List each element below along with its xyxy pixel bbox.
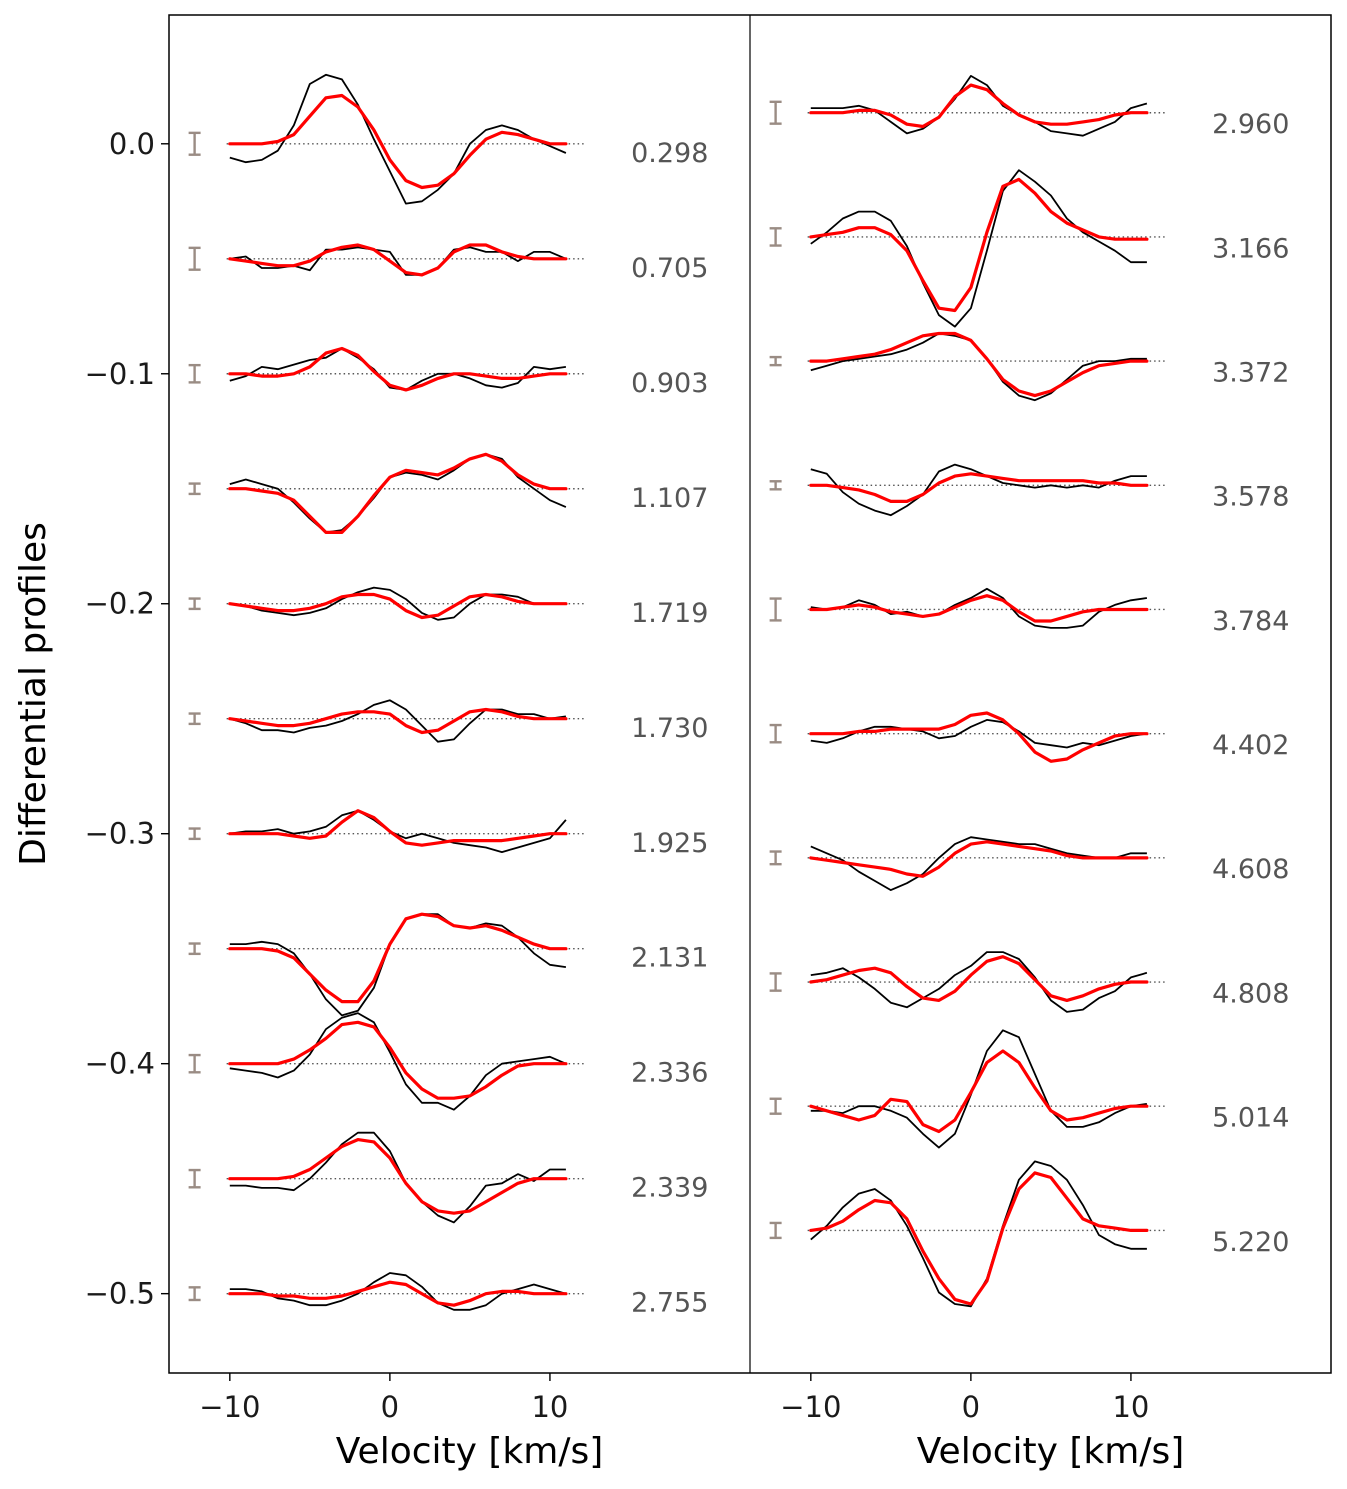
phase-label: 0.298 [631,138,708,169]
observed-line [810,463,1147,517]
x-tick-label: 0 [381,1390,399,1424]
phase-label: 2.339 [631,1173,708,1204]
observed-line [810,951,1148,1013]
model-line [228,707,568,735]
observed-line [229,1131,566,1224]
model-line [809,594,1149,623]
phase-label: 4.402 [1212,730,1289,761]
x-tick-label: −10 [780,1390,841,1424]
profile-4.808: 4.808 [769,951,1289,1013]
right-panel: −10 0 10 Velocity [km/s] 2.960 3.166 3.372 3.57… [769,75,1289,1472]
observed-line [810,1029,1148,1149]
observed-line [229,699,567,743]
y-tick-label: −0.2 [85,587,155,621]
profile-3.166: 3.166 [769,169,1289,328]
observed-line [229,246,567,276]
phase-label: 5.014 [1212,1103,1289,1134]
phase-label: 2.336 [631,1058,708,1089]
phase-label: 1.107 [631,483,708,514]
x-tick-label: 0 [962,1390,980,1424]
model-line [228,1020,568,1100]
model-line [228,912,568,1004]
phase-label: 3.372 [1212,357,1289,388]
x-axis-title: Velocity [km/s] [336,1431,604,1472]
model-line [809,83,1149,129]
phase-label: 2.131 [631,943,708,974]
profile-2.755: 2.755 [188,1272,708,1319]
profile-2.960: 2.960 [769,75,1289,140]
profile-3.784: 3.784 [769,587,1289,637]
model-line [228,1280,568,1307]
phase-label: 1.925 [631,828,708,859]
phase-label: 2.755 [631,1288,708,1319]
profile-5.220: 5.220 [769,1160,1289,1308]
x-tick-label: 10 [531,1390,568,1424]
model-line [228,452,568,535]
observed-line [810,75,1148,137]
phase-label: 3.166 [1212,233,1289,264]
x-axis-title: Velocity [km/s] [917,1431,1185,1472]
phase-label: 4.608 [1212,854,1289,885]
phase-label: 3.784 [1212,606,1289,637]
observed-line [229,809,567,853]
observed-line [810,587,1148,629]
model-line [809,177,1149,313]
phase-label: 1.730 [631,713,708,744]
profile-4.608: 4.608 [769,836,1289,891]
profile-3.372: 3.372 [769,331,1289,402]
profile-1.730: 1.730 [188,699,708,744]
profile-2.336: 2.336 [188,1012,708,1111]
phase-label: 2.960 [1212,109,1289,140]
x-tick-label: 10 [1112,1390,1149,1424]
profile-1.107: 1.107 [188,452,708,535]
model-line [228,592,568,620]
y-tick-label: −0.3 [85,817,155,851]
observed-line [229,586,566,621]
model-line [809,472,1149,503]
observed-line [810,719,1148,749]
model-line [809,1171,1149,1306]
model-line [228,93,568,190]
profile-0.903: 0.903 [188,346,708,399]
left-panel: −10 0 10 Velocity [km/s] 0.298 0.705 0.903 1.10… [188,73,708,1472]
phase-label: 0.705 [631,253,708,284]
profile-0.705: 0.705 [188,243,708,284]
observed-line [229,347,567,391]
model-line [809,955,1149,1003]
model-line [809,840,1149,878]
observed-line [229,1012,567,1111]
profile-0.298: 0.298 [188,73,708,205]
x-tick-label: −10 [199,1390,260,1424]
phase-label: 5.220 [1212,1227,1289,1258]
y-tick-label: −0.4 [85,1047,155,1081]
model-line [228,809,568,847]
model-line [809,331,1149,398]
y-axis-title: Differential profiles [13,522,54,866]
profile-1.719: 1.719 [188,586,708,629]
phase-label: 0.903 [631,368,708,399]
phase-label: 3.578 [1212,482,1289,513]
model-line [809,711,1149,763]
y-tick-label: 0.0 [109,127,155,161]
profile-5.014: 5.014 [769,1029,1289,1149]
profile-3.578: 3.578 [769,463,1289,517]
phase-label: 1.719 [631,598,708,629]
model-line [809,1049,1149,1134]
profile-4.402: 4.402 [769,711,1289,763]
model-line [228,1137,568,1215]
observed-line [810,1160,1147,1308]
profile-2.339: 2.339 [188,1131,708,1224]
observed-line [810,169,1147,328]
model-line [228,243,568,277]
profile-1.925: 1.925 [188,809,708,859]
y-tick-label: −0.5 [85,1277,155,1311]
phase-label: 4.808 [1212,978,1289,1009]
y-tick-label: −0.1 [85,357,155,391]
profile-2.131: 2.131 [188,912,708,1017]
model-line [228,346,568,392]
